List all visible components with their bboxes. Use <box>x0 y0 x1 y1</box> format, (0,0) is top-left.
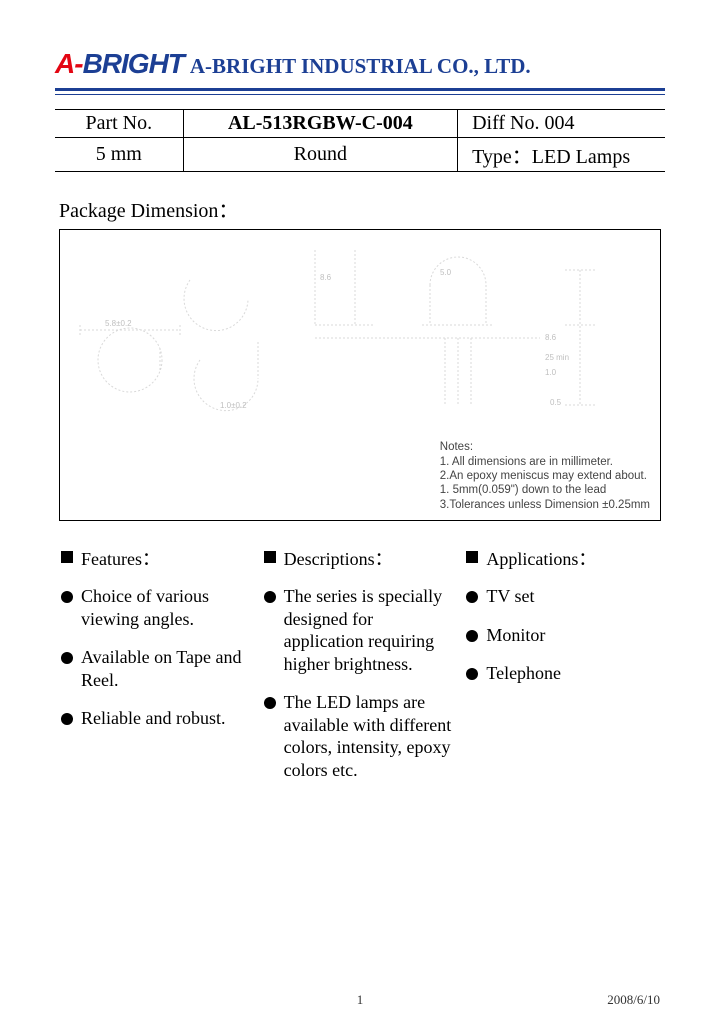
descriptions-item: The LED lamps are available with differe… <box>284 691 457 781</box>
info-shape: Round <box>183 138 458 172</box>
svg-text:5.8±0.2: 5.8±0.2 <box>105 319 132 328</box>
svg-text:8.6: 8.6 <box>320 273 332 282</box>
round-bullet-icon <box>61 591 73 603</box>
info-type: Type：LED Lamps <box>458 138 665 172</box>
content-columns: Features： Choice of various viewing angl… <box>61 545 659 797</box>
square-bullet-icon <box>466 551 478 563</box>
square-bullet-icon <box>264 551 276 563</box>
features-item: Reliable and robust. <box>81 707 225 730</box>
applications-item: Monitor <box>486 624 545 647</box>
features-item: Choice of various viewing angles. <box>81 585 254 630</box>
features-heading: Features： <box>81 545 160 571</box>
features-item: Available on Tape and Reel. <box>81 646 254 691</box>
notes-line-2b: 1. 5mm(0.059") down to the lead <box>440 483 650 497</box>
descriptions-item: The series is specially designed for app… <box>284 585 457 675</box>
svg-text:8.6: 8.6 <box>545 333 557 342</box>
diagram-notes: Notes: 1. All dimensions are in millimet… <box>440 440 650 512</box>
package-dimension-diagram: 5.8±0.2 1.0±0.2 8.6 5.0 8.6 25 min 1.0 0… <box>59 229 661 521</box>
descriptions-heading: Descriptions： <box>284 545 393 571</box>
svg-text:5.0: 5.0 <box>440 268 452 277</box>
applications-item: TV set <box>486 585 534 608</box>
round-bullet-icon <box>61 713 73 725</box>
section-title: Package Dimension： <box>59 194 665 223</box>
applications-heading: Applications： <box>486 545 596 571</box>
svg-text:1.0±0.2: 1.0±0.2 <box>220 401 247 410</box>
descriptions-column: Descriptions： The series is specially de… <box>264 545 457 797</box>
footer-date: 2008/6/10 <box>607 992 660 1008</box>
page-number: 1 <box>357 992 364 1008</box>
round-bullet-icon <box>264 591 276 603</box>
round-bullet-icon <box>466 668 478 680</box>
round-bullet-icon <box>264 697 276 709</box>
logo-dash: - <box>74 48 82 79</box>
square-bullet-icon <box>61 551 73 563</box>
round-bullet-icon <box>466 591 478 603</box>
company-name: A-BRIGHT INDUSTRIAL CO., LTD. <box>190 54 531 79</box>
svg-text:25 min: 25 min <box>545 353 569 362</box>
logo-a: A <box>55 48 74 79</box>
notes-line-2: 2.An epoxy meniscus may extend about. <box>440 469 650 483</box>
logo-bright: BRIGHT <box>83 48 184 79</box>
svg-text:0.5: 0.5 <box>550 398 562 407</box>
info-table: Part No. AL-513RGBW-C-004 Diff No. 004 5… <box>55 109 665 172</box>
logo: A-BRIGHT <box>55 48 184 80</box>
info-partno-label: Part No. <box>55 110 183 138</box>
round-bullet-icon <box>466 630 478 642</box>
notes-line-1: 1. All dimensions are in millimeter. <box>440 455 650 469</box>
round-bullet-icon <box>61 652 73 664</box>
info-partno-value: AL-513RGBW-C-004 <box>183 110 458 138</box>
features-column: Features： Choice of various viewing angl… <box>61 545 254 797</box>
applications-item: Telephone <box>486 662 561 685</box>
applications-column: Applications： TV set Monitor Telephone <box>466 545 659 797</box>
header: A-BRIGHT A-BRIGHT INDUSTRIAL CO., LTD. <box>55 48 665 80</box>
notes-line-3: 3.Tolerances unless Dimension ±0.25mm <box>440 498 650 512</box>
notes-title: Notes: <box>440 440 650 454</box>
header-rule <box>55 88 665 95</box>
info-size: 5 mm <box>55 138 183 172</box>
svg-text:1.0: 1.0 <box>545 368 557 377</box>
info-diffno: Diff No. 004 <box>458 110 665 138</box>
